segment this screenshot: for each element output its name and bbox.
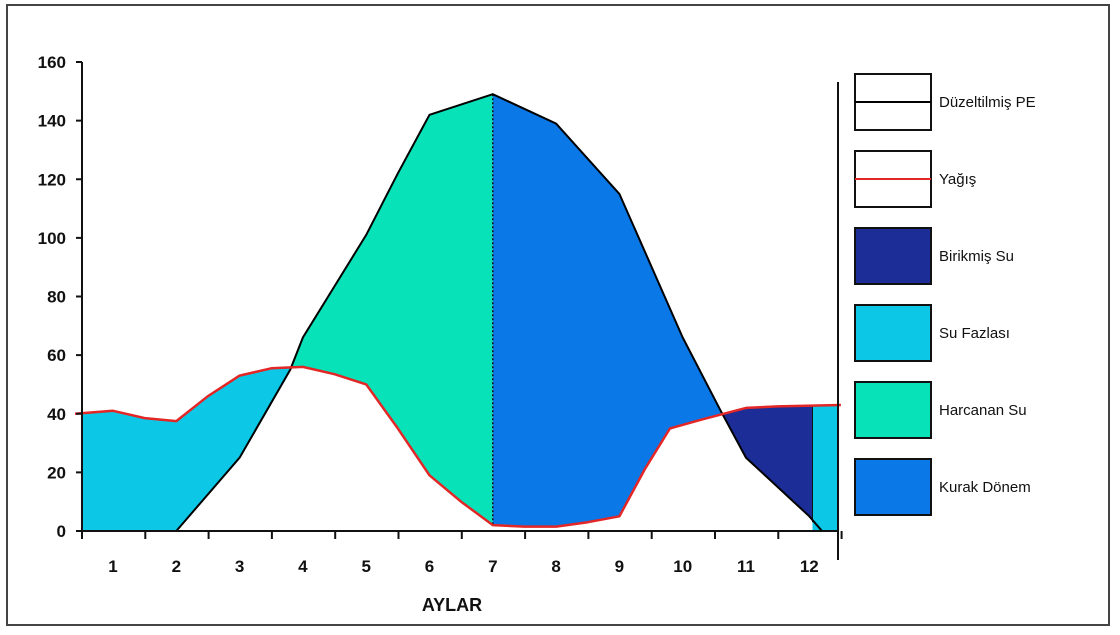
series-lines	[74, 93, 841, 532]
y-tick-label: 60	[47, 346, 66, 365]
y-tick-labels: 0 20 40 60 80 100 120 140 160	[38, 53, 66, 541]
x-tick-label: 2	[172, 557, 181, 576]
y-tick-label: 160	[38, 53, 66, 72]
x-tick-label: 4	[298, 557, 308, 576]
su-fazlasi-region-2	[812, 405, 838, 531]
y-tick-label: 20	[47, 463, 66, 482]
x-tick-label: 12	[800, 557, 819, 576]
legend-item-6: Kurak Dönem	[854, 458, 1031, 516]
legend-label: Harcanan Su	[939, 402, 1027, 419]
legend: Düzeltilmiş PE Yağış Birikmiş Su Su Fazlası…	[854, 73, 1036, 516]
legend-label: Birikmiş Su	[939, 248, 1014, 265]
legend-fill-swatch	[854, 458, 932, 516]
x-tick-label: 1	[108, 557, 117, 576]
y-tick-label: 140	[38, 112, 66, 131]
harcanan-su-region	[290, 94, 493, 526]
x-tick-label: 11	[737, 557, 755, 576]
x-tick-label: 5	[361, 557, 370, 576]
legend-item-5: Harcanan Su	[854, 381, 1027, 439]
y-tick-label: 0	[57, 522, 66, 541]
kurak-donem-region	[492, 94, 724, 527]
x-tick-labels: 1 2 3 4 5 6 7 8 9 10 11 12	[108, 557, 818, 576]
axes	[76, 61, 843, 560]
y-tick-label: 120	[38, 170, 66, 189]
y-tick-label: 100	[38, 229, 66, 248]
legend-item-3: Birikmiş Su	[854, 227, 1014, 285]
legend-item-1: Düzeltilmiş PE	[854, 73, 1036, 131]
su-fazlasi-region-1	[82, 367, 291, 531]
legend-item-4: Su Fazlası	[854, 304, 1010, 362]
region-fills	[82, 94, 838, 531]
legend-label: Yağış	[939, 171, 976, 188]
legend-item-2: Yağış	[854, 150, 976, 208]
x-tick-label: 3	[235, 557, 244, 576]
y-tick-label: 80	[47, 288, 66, 307]
x-tick-label: 10	[673, 557, 692, 576]
legend-fill-swatch	[854, 227, 932, 285]
legend-fill-swatch	[854, 381, 932, 439]
duzeltilmis-pe-line	[175, 93, 823, 532]
legend-label: Su Fazlası	[939, 325, 1010, 342]
x-axis-title: AYLAR	[422, 595, 482, 615]
legend-label: Düzeltilmiş PE	[939, 94, 1036, 111]
chart-frame	[6, 4, 1110, 626]
x-tick-label: 9	[615, 557, 624, 576]
y-tick-label: 40	[47, 405, 66, 424]
birikmis-su-region	[723, 405, 813, 520]
x-tick-label: 6	[425, 557, 434, 576]
yagis-line	[74, 365, 841, 528]
x-tick-label: 7	[488, 557, 497, 576]
legend-label: Kurak Dönem	[939, 479, 1031, 496]
legend-fill-swatch	[854, 304, 932, 362]
x-tick-label: 8	[551, 557, 560, 576]
